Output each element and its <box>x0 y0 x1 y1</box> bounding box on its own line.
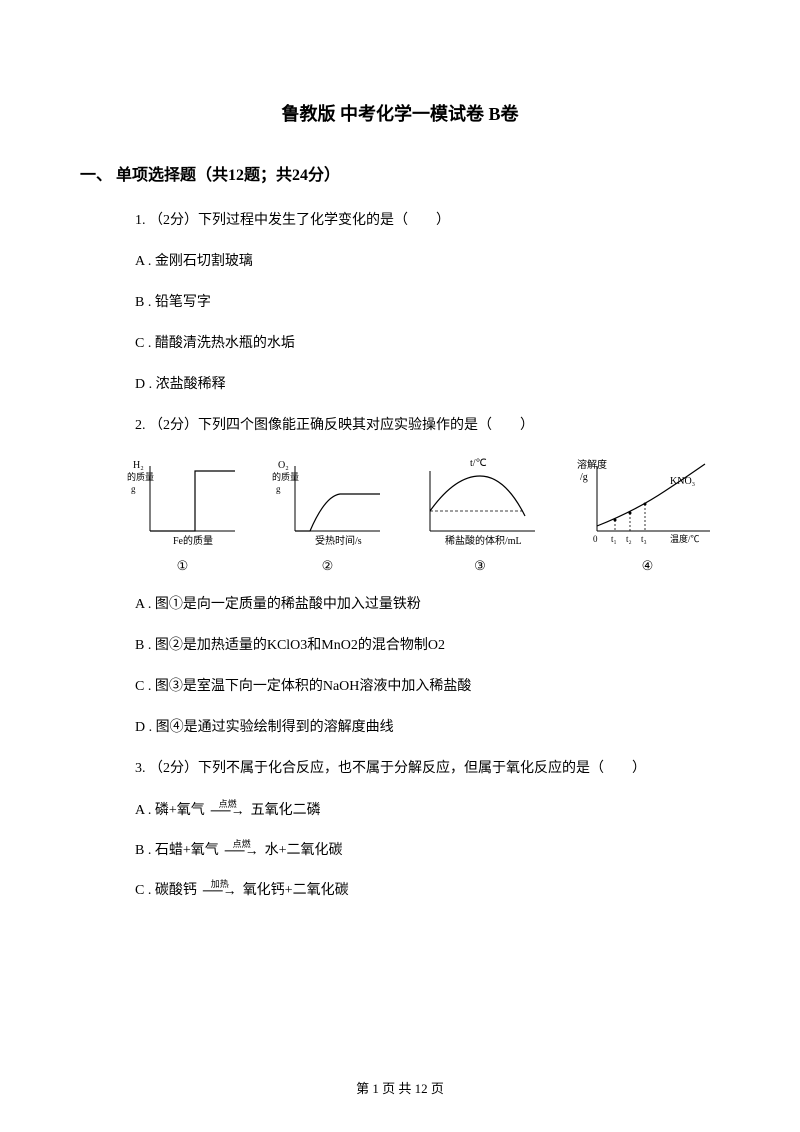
svg-text:Fe的质量: Fe的质量 <box>173 534 213 547</box>
q3-text: 3. （2分）下列不属于化合反应，也不属于分解反应，但属于氧化反应的是（ ） <box>135 758 720 779</box>
svg-text:O₂: O₂ <box>278 460 289 471</box>
q3-option-a: A . 磷+氧气 点燃 ──→ 五氧化二磷 <box>135 799 720 819</box>
graph-3-caption: ③ <box>474 558 486 574</box>
svg-text:/g: /g <box>580 472 588 483</box>
q3-option-c: C . 碳酸钙 加热 ──→ 氧化钙+二氧化碳 <box>135 879 720 899</box>
svg-text:H₂: H₂ <box>133 460 144 471</box>
q1-option-c: C . 醋酸清洗热水瓶的水垢 <box>135 333 720 354</box>
svg-text:受热时间/s: 受热时间/s <box>315 534 362 547</box>
reaction-arrow-icon: 点燃 ──→ <box>225 840 259 859</box>
q3-c-post: 氧化钙+二氧化碳 <box>243 879 349 899</box>
q1-text: 1. （2分）下列过程中发生了化学变化的是（ ） <box>135 210 720 231</box>
graph-2-svg: O₂ 的质量 g 受热时间/s <box>270 456 385 551</box>
q3-option-b: B . 石蜡+氧气 点燃 ──→ 水+二氧化碳 <box>135 839 720 859</box>
q1-option-a: A . 金刚石切割玻璃 <box>135 251 720 272</box>
graph-3-svg: t/℃ 稀盐酸的体积/mL <box>415 456 545 551</box>
svg-text:t/℃: t/℃ <box>470 458 487 469</box>
graph-2: O₂ 的质量 g 受热时间/s ② <box>270 456 385 574</box>
svg-text:g: g <box>131 484 136 494</box>
arrow-line: ──→ <box>203 885 237 899</box>
q2-option-c: C . 图③是室温下向一定体积的NaOH溶液中加入稀盐酸 <box>135 676 720 697</box>
q3-c-pre: C . 碳酸钙 <box>135 879 197 899</box>
page-footer: 第 1 页 共 12 页 <box>0 1078 800 1097</box>
q1-option-b: B . 铅笔写字 <box>135 292 720 313</box>
svg-text:溶解度: 溶解度 <box>577 458 607 471</box>
graph-4: 溶解度 /g KNO₃ 0 t₁ t₂ t₃ 温度/℃ ④ <box>575 456 720 574</box>
q3-b-pre: B . 石蜡+氧气 <box>135 839 219 859</box>
q2-option-b: B . 图②是加热适量的KClO3和MnO2的混合物制O2 <box>135 635 720 656</box>
graph-4-caption: ④ <box>642 558 654 574</box>
reaction-arrow-icon: 点燃 ──→ <box>211 800 245 819</box>
q3-a-pre: A . 磷+氧气 <box>135 799 205 819</box>
graph-2-caption: ② <box>322 558 334 574</box>
svg-text:KNO₃: KNO₃ <box>670 476 695 487</box>
graph-3: t/℃ 稀盐酸的体积/mL ③ <box>415 456 545 574</box>
q1-option-d: D . 浓盐酸稀释 <box>135 374 720 395</box>
page-title: 鲁教版 中考化学一模试卷 B卷 <box>80 100 720 126</box>
svg-text:g: g <box>276 484 281 494</box>
q2-option-d: D . 图④是通过实验绘制得到的溶解度曲线 <box>135 717 720 738</box>
question-1: 1. （2分）下列过程中发生了化学变化的是（ ） A . 金刚石切割玻璃 B .… <box>135 210 720 395</box>
svg-text:t₁: t₁ <box>611 534 617 544</box>
svg-text:0: 0 <box>593 534 598 544</box>
question-3: 3. （2分）下列不属于化合反应，也不属于分解反应，但属于氧化反应的是（ ） A… <box>135 758 720 899</box>
q2-option-a: A . 图①是向一定质量的稀盐酸中加入过量铁粉 <box>135 594 720 615</box>
graphs-row: H₂ 的质量 g Fe的质量 ① O₂ 的质量 g 受热时间/s ② <box>125 456 720 574</box>
reaction-arrow-icon: 加热 ──→ <box>203 880 237 899</box>
svg-text:t₂: t₂ <box>626 534 632 544</box>
graph-1-caption: ① <box>177 558 189 574</box>
question-2: 2. （2分）下列四个图像能正确反映其对应实验操作的是（ ） H₂ 的质量 g … <box>135 415 720 738</box>
section-header: 一、 单项选择题（共12题；共24分） <box>80 161 720 185</box>
arrow-line: ──→ <box>225 845 259 859</box>
q3-a-post: 五氧化二磷 <box>251 799 321 819</box>
graph-1-svg: H₂ 的质量 g Fe的质量 <box>125 456 240 551</box>
svg-text:稀盐酸的体积/mL: 稀盐酸的体积/mL <box>445 534 522 547</box>
svg-text:温度/℃: 温度/℃ <box>670 533 700 544</box>
q3-b-post: 水+二氧化碳 <box>265 839 343 859</box>
q2-text: 2. （2分）下列四个图像能正确反映其对应实验操作的是（ ） <box>135 415 720 436</box>
graph-4-svg: 溶解度 /g KNO₃ 0 t₁ t₂ t₃ 温度/℃ <box>575 456 720 551</box>
graph-1: H₂ 的质量 g Fe的质量 ① <box>125 456 240 574</box>
arrow-line: ──→ <box>211 805 245 819</box>
svg-text:t₃: t₃ <box>641 534 647 544</box>
